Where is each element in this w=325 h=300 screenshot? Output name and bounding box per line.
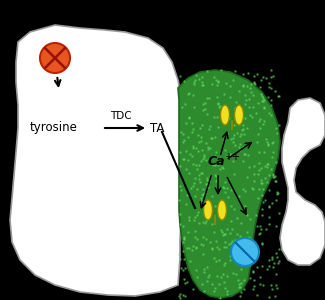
Circle shape: [40, 43, 70, 73]
Text: ++: ++: [224, 152, 240, 162]
Text: Ca: Ca: [208, 155, 226, 168]
Polygon shape: [280, 98, 325, 265]
Text: tyrosine: tyrosine: [30, 122, 78, 134]
Circle shape: [231, 238, 259, 266]
Ellipse shape: [220, 105, 229, 125]
Text: TDC: TDC: [110, 111, 132, 121]
Text: TA: TA: [150, 122, 164, 134]
Polygon shape: [178, 70, 280, 298]
Ellipse shape: [235, 105, 243, 125]
Ellipse shape: [217, 200, 227, 220]
Polygon shape: [10, 25, 187, 296]
Ellipse shape: [203, 200, 213, 220]
